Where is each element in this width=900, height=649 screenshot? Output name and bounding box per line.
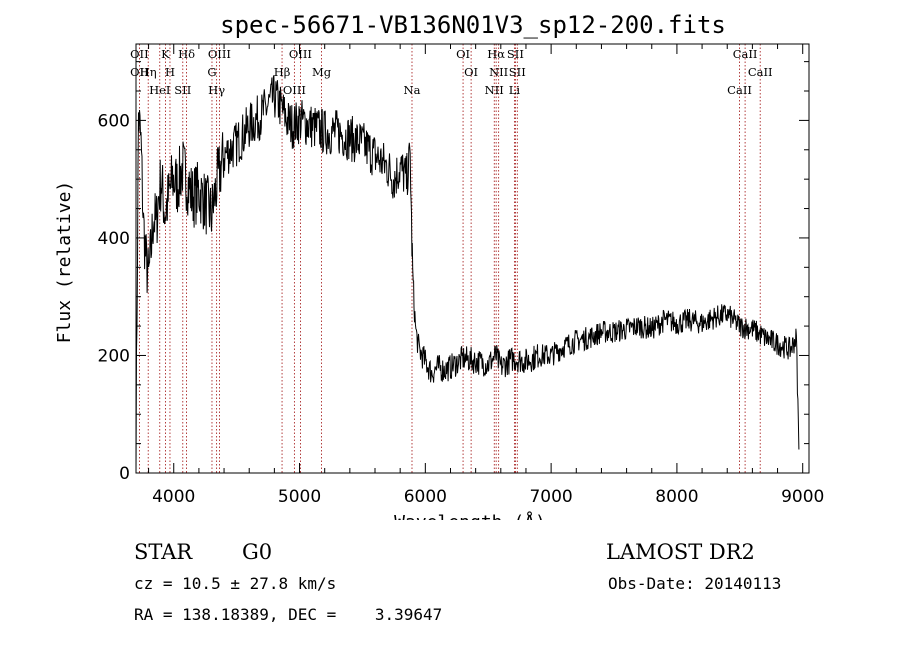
- object-subclass: G0: [242, 540, 273, 564]
- plot-frame: [135, 43, 810, 474]
- y-tick-label: 0: [119, 464, 130, 484]
- line-marker-label: OI: [464, 65, 478, 79]
- line-marker-label: OIII: [289, 47, 312, 61]
- x-tick-label: 5000: [278, 487, 321, 507]
- x-axis-ticks: 4000 5000 6000 7000 8000 9000: [148, 44, 824, 507]
- observation-date: Obs-Date: 20140113: [608, 574, 782, 593]
- y-tick-label: 600: [98, 111, 130, 131]
- line-marker-label: Mg: [312, 65, 332, 79]
- y-axis-label: Flux (relative): [54, 181, 75, 344]
- x-tick-label: 8000: [655, 487, 698, 507]
- line-marker-label: OII: [130, 47, 149, 61]
- coordinates: RA = 138.18389, DEC = 3.39647: [134, 605, 443, 624]
- line-marker-label: Hη: [140, 65, 157, 79]
- emission-line-labels: OIIOIIHηHeIKHSIIHδGHγOIIIHβOIIIOIIIMgNaO…: [130, 47, 772, 97]
- line-marker-label: Hγ: [208, 83, 225, 97]
- line-marker-label: NII: [485, 83, 504, 97]
- line-marker-label: OI: [456, 47, 470, 61]
- object-class: STAR: [134, 540, 193, 564]
- spectrum-plot: spec-56671-VB136N01V3_sp12-200.fits Wave…: [54, 11, 824, 520]
- x-axis-label: Wavelength (Å): [394, 511, 546, 520]
- x-tick-label: 6000: [404, 487, 447, 507]
- line-marker-label: Na: [404, 83, 421, 97]
- line-marker-label: K: [161, 47, 170, 61]
- emission-line-markers: [138, 44, 761, 473]
- line-marker-label: SII: [509, 65, 526, 79]
- line-marker-label: SII: [174, 83, 191, 97]
- y-axis-ticks: 0 200 400 600: [98, 61, 809, 484]
- line-marker-label: HeI: [149, 83, 170, 97]
- line-marker-label: OIII: [283, 83, 306, 97]
- line-marker-label: H: [165, 65, 175, 79]
- flux-line: [135, 75, 800, 474]
- redshift-cz: cz = 10.5 ± 27.8 km/s: [134, 574, 337, 593]
- x-tick-label: 4000: [152, 487, 195, 507]
- line-marker-label: CaII: [727, 83, 752, 97]
- flux-series: [135, 75, 800, 474]
- line-marker-label: OII: [130, 65, 149, 79]
- line-marker-label: SII: [507, 47, 524, 61]
- y-tick-label: 200: [98, 346, 130, 366]
- line-marker-label: Li: [509, 83, 521, 97]
- line-marker-label: Hβ: [274, 65, 291, 79]
- survey-name: LAMOST DR2: [606, 540, 755, 564]
- line-marker-label: Hα: [487, 47, 505, 61]
- x-tick-label: 9000: [781, 487, 824, 507]
- line-marker-label: CaII: [733, 47, 758, 61]
- line-marker-label: CaII: [748, 65, 773, 79]
- line-marker-label: Hδ: [178, 47, 195, 61]
- y-tick-label: 400: [98, 229, 130, 249]
- line-marker-label: G: [207, 65, 216, 79]
- x-tick-label: 7000: [529, 487, 572, 507]
- line-marker-label: OIII: [208, 47, 231, 61]
- chart-title: spec-56671-VB136N01V3_sp12-200.fits: [220, 11, 726, 39]
- line-marker-label: NII: [489, 65, 508, 79]
